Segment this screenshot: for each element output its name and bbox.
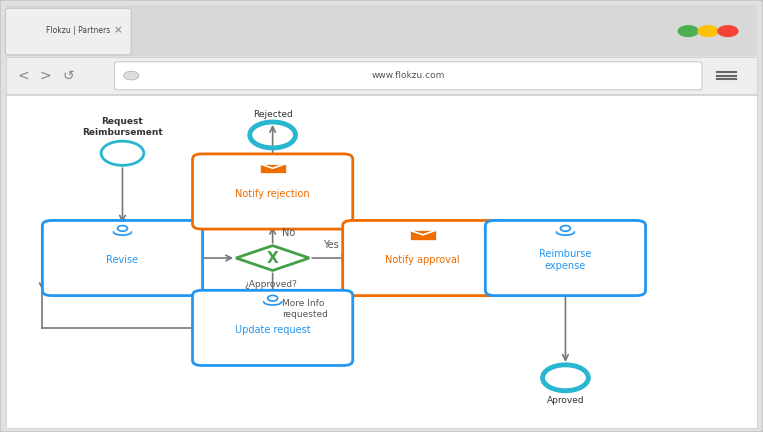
Circle shape [678, 25, 699, 37]
FancyBboxPatch shape [6, 95, 757, 428]
FancyBboxPatch shape [43, 220, 203, 295]
Text: No: No [282, 228, 295, 238]
Text: Yes: Yes [323, 240, 339, 250]
FancyBboxPatch shape [343, 220, 503, 295]
Text: Flokzu | Partners: Flokzu | Partners [46, 26, 110, 35]
FancyBboxPatch shape [485, 220, 645, 295]
FancyBboxPatch shape [410, 230, 436, 240]
FancyBboxPatch shape [259, 164, 285, 173]
Circle shape [697, 25, 719, 37]
Text: Aproved: Aproved [546, 396, 584, 405]
Text: Rejected: Rejected [253, 110, 292, 118]
Text: Update request: Update request [235, 325, 311, 335]
Text: Notify approval: Notify approval [385, 255, 460, 265]
Circle shape [717, 25, 739, 37]
Text: Revise: Revise [106, 255, 139, 265]
FancyBboxPatch shape [192, 154, 353, 229]
Text: X: X [267, 251, 278, 266]
Text: ↺: ↺ [63, 69, 75, 83]
Text: Reimburse
expense: Reimburse expense [539, 249, 591, 271]
Polygon shape [236, 245, 309, 270]
Text: ¿Approved?: ¿Approved? [244, 280, 298, 289]
FancyBboxPatch shape [6, 57, 757, 94]
FancyBboxPatch shape [192, 290, 353, 365]
FancyBboxPatch shape [6, 5, 757, 56]
Text: More Info
requested: More Info requested [282, 299, 327, 319]
Text: Request
Reimbursement: Request Reimbursement [82, 118, 163, 137]
Text: Notify rejection: Notify rejection [235, 189, 310, 199]
Text: <: < [17, 69, 29, 83]
Text: www.flokzu.com: www.flokzu.com [372, 71, 445, 80]
Text: ×: × [114, 25, 123, 35]
FancyBboxPatch shape [5, 8, 131, 55]
FancyBboxPatch shape [114, 62, 702, 90]
Circle shape [124, 71, 139, 80]
Text: >: > [40, 69, 52, 83]
